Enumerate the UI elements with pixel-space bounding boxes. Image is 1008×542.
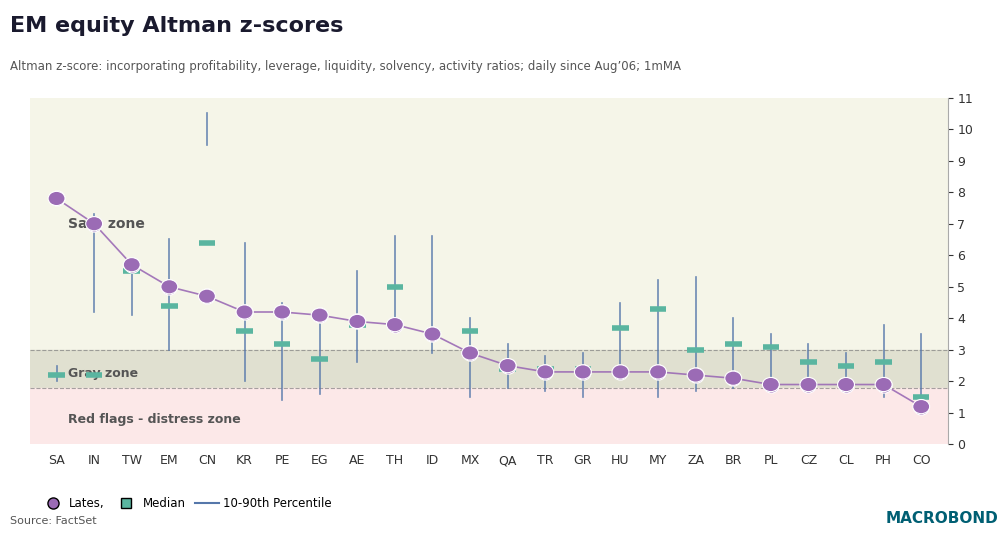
- Ellipse shape: [875, 377, 892, 392]
- Ellipse shape: [612, 365, 629, 379]
- Text: Gray zone: Gray zone: [68, 367, 138, 380]
- Ellipse shape: [311, 308, 329, 322]
- Ellipse shape: [575, 365, 592, 379]
- Ellipse shape: [725, 371, 742, 385]
- Text: Red flags - distress zone: Red flags - distress zone: [68, 412, 241, 425]
- Ellipse shape: [762, 377, 779, 392]
- Ellipse shape: [424, 327, 440, 341]
- Text: Altman z-score: incorporating profitability, leverage, liquidity, solvency, acti: Altman z-score: incorporating profitabil…: [10, 60, 681, 73]
- Ellipse shape: [349, 314, 366, 328]
- Text: Safe zone: Safe zone: [68, 217, 145, 231]
- Ellipse shape: [386, 318, 403, 332]
- Ellipse shape: [913, 399, 929, 414]
- Ellipse shape: [161, 280, 177, 294]
- Ellipse shape: [123, 257, 140, 272]
- Ellipse shape: [800, 377, 816, 392]
- Ellipse shape: [48, 191, 65, 205]
- Bar: [30, 388, 948, 444]
- Text: Source: FactSet: Source: FactSet: [10, 516, 97, 526]
- Ellipse shape: [687, 368, 705, 382]
- Ellipse shape: [86, 217, 103, 231]
- Ellipse shape: [838, 377, 855, 392]
- Ellipse shape: [499, 358, 516, 373]
- Bar: [30, 98, 948, 350]
- Legend: Lates,, Median, 10-90th Percentile: Lates,, Median, 10-90th Percentile: [36, 492, 337, 515]
- Ellipse shape: [199, 289, 216, 304]
- Ellipse shape: [273, 305, 290, 319]
- Text: EM equity Altman z-scores: EM equity Altman z-scores: [10, 16, 344, 36]
- Text: MACROBOND: MACROBOND: [885, 511, 998, 526]
- Ellipse shape: [462, 346, 479, 360]
- Ellipse shape: [649, 365, 666, 379]
- Ellipse shape: [236, 305, 253, 319]
- Ellipse shape: [537, 365, 553, 379]
- Bar: [30, 350, 948, 388]
